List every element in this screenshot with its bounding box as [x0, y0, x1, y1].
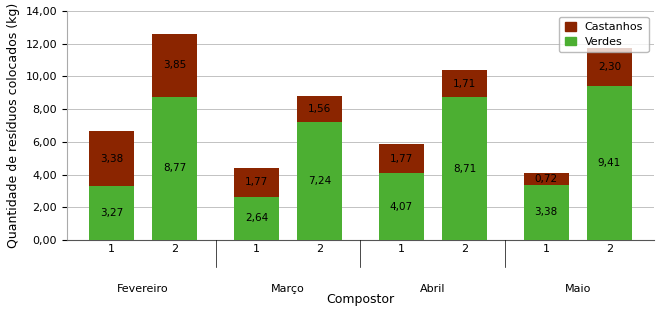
Bar: [442, 97, 486, 240]
Text: 7,24: 7,24: [308, 176, 331, 186]
Text: 9,41: 9,41: [598, 158, 621, 168]
Y-axis label: Quantidade de resíduos colocados (kg): Quantidade de resíduos colocados (kg): [7, 3, 20, 248]
Bar: [379, 145, 424, 173]
Bar: [152, 96, 197, 240]
Text: 2,64: 2,64: [245, 213, 268, 223]
Bar: [524, 173, 568, 185]
Text: 2,30: 2,30: [598, 62, 621, 72]
Text: 1,77: 1,77: [245, 177, 268, 187]
Bar: [297, 96, 342, 121]
Text: 4,07: 4,07: [390, 202, 413, 212]
Bar: [379, 173, 424, 240]
Legend: Castanhos, Verdes: Castanhos, Verdes: [559, 17, 648, 52]
Bar: [234, 168, 279, 197]
Bar: [587, 86, 632, 240]
Bar: [524, 185, 568, 240]
Bar: [297, 121, 342, 240]
Text: 3,38: 3,38: [535, 207, 558, 217]
Bar: [442, 69, 486, 97]
Text: 3,38: 3,38: [100, 154, 123, 164]
Bar: [89, 131, 134, 187]
Text: 3,85: 3,85: [163, 60, 186, 70]
Text: 1,71: 1,71: [453, 79, 476, 89]
Text: 8,71: 8,71: [453, 164, 476, 174]
Text: 1,56: 1,56: [308, 104, 331, 114]
Bar: [89, 187, 134, 240]
Text: 0,72: 0,72: [535, 174, 558, 184]
Text: 3,27: 3,27: [100, 208, 123, 218]
Text: 8,77: 8,77: [163, 163, 186, 173]
Text: 1,77: 1,77: [390, 154, 413, 164]
X-axis label: Compostor: Compostor: [327, 293, 395, 306]
Bar: [152, 33, 197, 96]
Bar: [234, 197, 279, 240]
Bar: [587, 49, 632, 86]
